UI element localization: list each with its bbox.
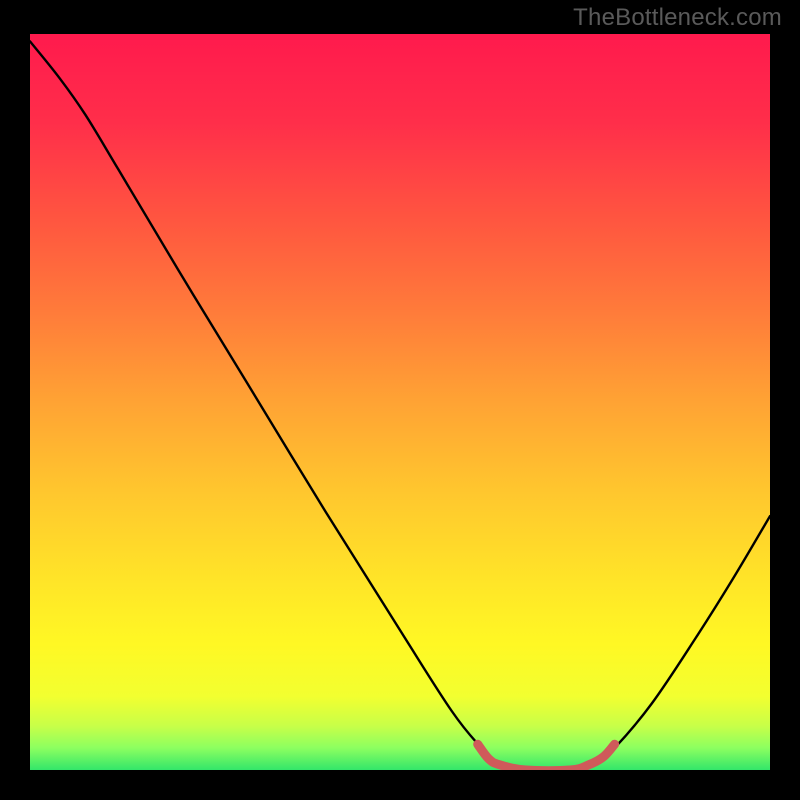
- bottleneck-curve-svg: [30, 34, 770, 770]
- chart-frame: TheBottleneck.com: [0, 0, 800, 800]
- plot-area: [30, 34, 770, 770]
- watermark-text: TheBottleneck.com: [573, 4, 782, 32]
- gradient-background: [30, 34, 770, 770]
